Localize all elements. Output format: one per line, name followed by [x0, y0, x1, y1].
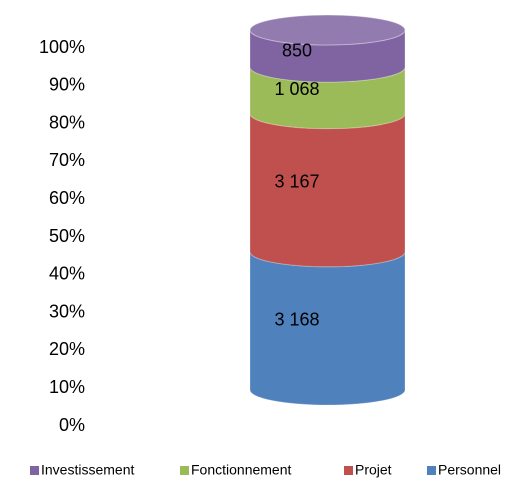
legend-label: Investissement [41, 462, 134, 478]
y-tick-label: 100% [39, 37, 85, 57]
cylinder-segment [249, 251, 406, 406]
value-label: 3 167 [274, 171, 319, 191]
y-tick-label: 30% [49, 301, 85, 321]
y-tick-label: 20% [49, 339, 85, 359]
y-tick-label: 90% [49, 75, 85, 95]
value-label: 1 068 [274, 79, 319, 99]
legend-swatch [427, 466, 436, 475]
y-tick-label: 80% [49, 112, 85, 132]
legend-swatch [344, 466, 353, 475]
value-label: 3 168 [274, 310, 319, 330]
y-tick-label: 60% [49, 188, 85, 208]
legend-label: Projet [355, 462, 392, 478]
y-tick-label: 70% [49, 150, 85, 170]
y-tick-label: 40% [49, 264, 85, 284]
y-tick-label: 0% [59, 415, 85, 435]
legend-swatch [30, 466, 39, 475]
y-tick-label: 10% [49, 377, 85, 397]
legend-label: Personnel [438, 462, 501, 478]
legend-label: Fonctionnement [191, 462, 292, 478]
legend-swatch [180, 466, 189, 475]
cylinder-segment [249, 113, 406, 268]
value-label: 850 [282, 40, 312, 60]
y-tick-label: 50% [49, 226, 85, 246]
cylinder-top [249, 14, 406, 46]
